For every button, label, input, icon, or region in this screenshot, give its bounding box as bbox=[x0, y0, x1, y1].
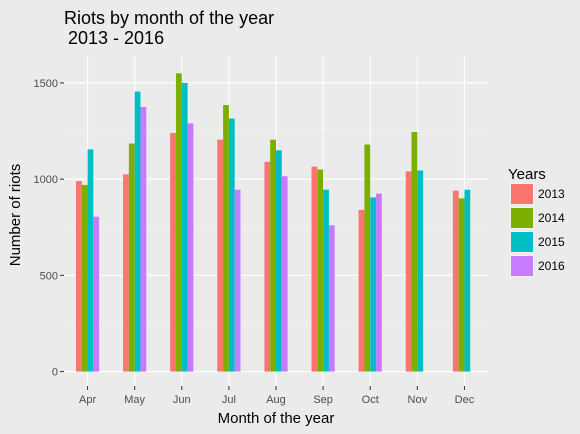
bar-2013-oct bbox=[358, 209, 365, 372]
bar-2016-oct bbox=[376, 193, 382, 372]
bar-2015-sep bbox=[323, 189, 329, 372]
bar-2014-apr bbox=[81, 184, 88, 372]
bar-2014-dec bbox=[458, 198, 465, 372]
bar-2013-nov bbox=[405, 171, 412, 372]
chart-subtitle: 2013 - 2016 bbox=[68, 28, 164, 48]
bar-2016-sep bbox=[328, 225, 335, 372]
bar-2016-jun bbox=[187, 123, 194, 372]
bar-2016-apr bbox=[93, 216, 100, 372]
legend-key-2016 bbox=[511, 256, 533, 276]
chart-title: Riots by month of the year bbox=[64, 8, 274, 28]
bar-2014-sep bbox=[317, 169, 324, 372]
bar-2016-aug bbox=[281, 176, 288, 372]
x-tick-label-apr: Apr bbox=[79, 394, 96, 406]
bar-2014-nov bbox=[411, 132, 418, 372]
bars-layer bbox=[75, 73, 471, 372]
bar-2013-apr bbox=[75, 181, 82, 372]
legend-key-2015 bbox=[511, 232, 533, 252]
y-tick-label: 0 bbox=[52, 367, 58, 379]
bar-2013-jul bbox=[217, 139, 224, 372]
axis-layer: 0 500 1000 1500 Apr May Jun Jul Aug Sep Oct Nov Dec bbox=[34, 78, 475, 406]
bar-2014-jul bbox=[223, 105, 229, 372]
x-tick-label-oct: Oct bbox=[362, 394, 379, 406]
legend-label-2016: 2016 bbox=[538, 259, 565, 273]
x-tick-label-sep: Sep bbox=[313, 394, 333, 406]
bar-2013-jun bbox=[170, 132, 176, 372]
legend: Years 2013 2014 2015 2016 bbox=[508, 166, 565, 277]
legend-key-2013 bbox=[511, 184, 533, 204]
bar-2014-may bbox=[128, 143, 135, 372]
bar-2013-aug bbox=[264, 161, 271, 372]
bar-2015-oct bbox=[370, 197, 377, 372]
x-tick-label-may: May bbox=[124, 394, 145, 406]
bar-2015-dec bbox=[464, 189, 471, 372]
legend-label-2013: 2013 bbox=[538, 187, 565, 201]
bar-2013-may bbox=[123, 174, 129, 372]
y-tick-label: 1500 bbox=[34, 78, 58, 90]
legend-title: Years bbox=[508, 166, 546, 183]
x-tick-label-jul: Jul bbox=[222, 394, 236, 406]
x-axis-title: Month of the year bbox=[218, 410, 335, 427]
y-tick-label: 500 bbox=[40, 270, 58, 282]
bar-2015-aug bbox=[276, 150, 282, 372]
legend-label-2015: 2015 bbox=[538, 235, 565, 249]
legend-label-2014: 2014 bbox=[538, 211, 565, 225]
bar-2015-may bbox=[134, 91, 141, 372]
x-tick-label-nov: Nov bbox=[408, 394, 428, 406]
x-tick-label-dec: Dec bbox=[455, 394, 475, 406]
bar-2013-dec bbox=[452, 190, 459, 372]
y-axis-title: Number of riots bbox=[7, 164, 24, 267]
x-tick-label-aug: Aug bbox=[266, 394, 286, 406]
bar-2015-apr bbox=[87, 149, 94, 372]
bar-2016-may bbox=[140, 106, 147, 372]
bar-2015-jun bbox=[181, 82, 188, 372]
bar-2014-aug bbox=[270, 139, 276, 372]
legend-key-2014 bbox=[511, 208, 533, 228]
bar-2015-jul bbox=[228, 118, 235, 372]
x-tick-label-jun: Jun bbox=[173, 394, 191, 406]
bar-2014-jun bbox=[175, 73, 182, 372]
bar-2014-oct bbox=[364, 144, 371, 372]
bar-2016-jul bbox=[234, 189, 241, 372]
bar-2015-nov bbox=[417, 170, 424, 372]
y-tick-label: 1000 bbox=[34, 174, 58, 186]
bar-2013-sep bbox=[311, 166, 318, 372]
